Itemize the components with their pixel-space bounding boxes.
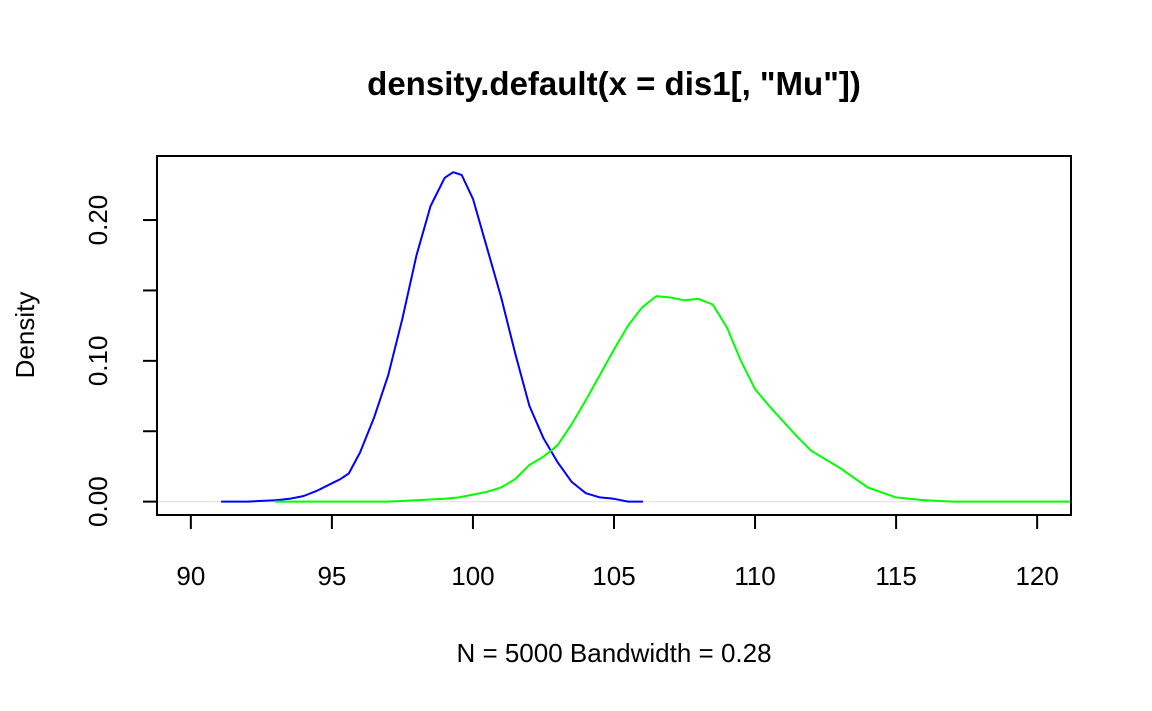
plot-area xyxy=(156,155,1072,516)
x-tick-label: 100 xyxy=(451,561,494,591)
density-series-line-1 xyxy=(220,171,644,503)
x-tick-label: 120 xyxy=(1015,561,1058,591)
x-axis-label: N = 5000 Bandwidth = 0.28 xyxy=(456,638,771,668)
chart-title: density.default(x = dis1[, "Mu"]) xyxy=(367,65,861,102)
y-tick-label: 0.20 xyxy=(83,195,113,246)
y-tick-label: 0.00 xyxy=(83,476,113,527)
x-tick-label: 95 xyxy=(317,561,346,591)
plot-frame xyxy=(156,155,1072,516)
x-tick-label: 110 xyxy=(734,561,775,591)
x-tick-label: 90 xyxy=(176,561,205,591)
density-series-group xyxy=(220,171,1072,503)
y-tick-label: 0.10 xyxy=(83,336,113,387)
x-tick-label: 115 xyxy=(875,561,916,591)
y-axis: 0.00 0.10 0.20 xyxy=(83,195,158,527)
x-tick-label: 105 xyxy=(592,561,635,591)
x-axis: 90 95 100 105 110 115 120 xyxy=(176,514,1059,591)
density-series-line-2 xyxy=(274,295,1072,503)
y-axis-label: Density xyxy=(10,292,40,379)
